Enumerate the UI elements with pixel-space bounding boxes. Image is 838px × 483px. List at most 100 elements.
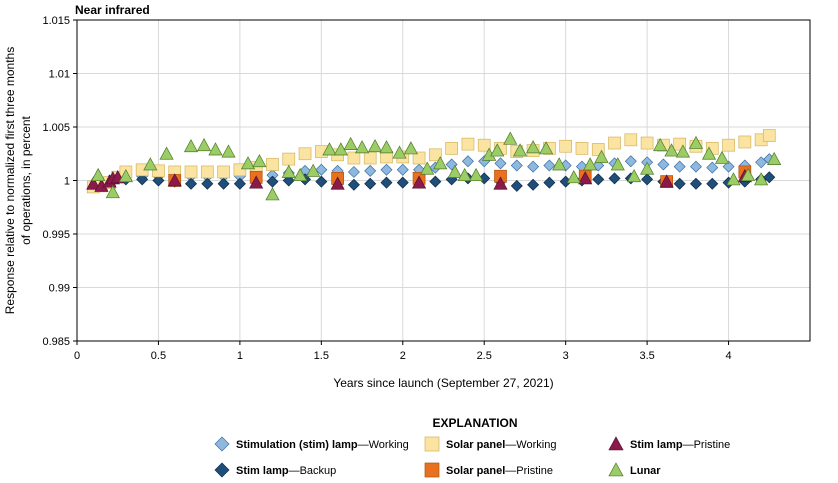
data-point-lunar xyxy=(490,143,505,157)
data-point-solar_working xyxy=(575,142,589,155)
legend-label-lunar: Lunar xyxy=(630,465,661,477)
y-tick-label: 1.015 xyxy=(42,15,70,27)
data-point-lunar xyxy=(503,131,518,145)
data-point-lunar xyxy=(433,156,448,170)
data-point-solar_working xyxy=(624,133,638,147)
data-point-lunar xyxy=(265,187,280,201)
x-tick-label: 0.5 xyxy=(151,350,166,362)
x-tick-label: 2.5 xyxy=(477,350,492,362)
data-point-stim_backup xyxy=(233,177,246,190)
data-point-lunar xyxy=(281,164,296,178)
legend: Stimulation (stim) lamp—Working Solar pan… xyxy=(214,436,730,478)
data-point-stim_backup xyxy=(347,178,360,191)
x-tick-label: 4 xyxy=(725,350,731,362)
data-point-lunar xyxy=(354,140,370,154)
data-point-lunar xyxy=(183,139,199,153)
data-point-stim_backup xyxy=(315,175,328,188)
series-stim_pristine xyxy=(86,168,752,192)
x-tick-label: 1 xyxy=(237,350,243,362)
data-point-solar_working xyxy=(217,165,230,179)
legend-marker-stim_backup xyxy=(214,462,230,478)
legend-item-stim_working: Stimulation (stim) lamp—Working xyxy=(214,436,409,452)
data-point-stim_backup xyxy=(763,171,776,184)
data-point-lunar xyxy=(457,167,472,182)
data-point-lunar xyxy=(714,150,730,164)
data-point-stim_backup xyxy=(364,177,377,190)
data-point-lunar xyxy=(583,157,598,171)
x-axis: 0 0.5 1 1.5 2 2.5 3 3.5 4 xyxy=(74,341,732,362)
data-point-lunar xyxy=(701,146,717,160)
y-axis: 0.985 0.99 0.995 1 1.005 1.01 1.015 xyxy=(42,15,77,348)
y-tick-label: 0.985 xyxy=(42,336,70,348)
data-point-lunar xyxy=(539,141,554,155)
data-point-lunar xyxy=(653,137,668,152)
legend-label-solar_working: Solar panel—Working xyxy=(446,439,556,451)
data-point-lunar xyxy=(196,137,212,152)
data-point-stim_working xyxy=(543,159,556,172)
data-point-stim_working xyxy=(689,160,702,173)
data-point-stim_pristine xyxy=(411,175,427,189)
data-point-stim_working xyxy=(706,161,719,174)
data-point-lunar xyxy=(512,143,528,157)
data-point-stim_backup xyxy=(527,178,540,191)
y-tick-label: 1.01 xyxy=(49,69,70,81)
data-point-stim_working xyxy=(510,159,523,172)
data-point-solar_working xyxy=(640,136,654,150)
data-point-lunar xyxy=(688,135,704,149)
series-lunar xyxy=(91,131,782,201)
data-point-solar_working xyxy=(266,158,279,171)
data-point-lunar xyxy=(664,143,679,157)
data-point-lunar xyxy=(566,170,581,184)
data-point-lunar xyxy=(626,168,642,183)
data-point-lunar xyxy=(322,142,337,156)
data-point-stim_backup xyxy=(608,172,621,185)
data-point-solar_working xyxy=(461,137,475,151)
data-point-solar_working xyxy=(608,136,621,150)
legend-label-stim_pristine: Stim lamp—Pristine xyxy=(630,439,730,451)
data-point-stim_pristine xyxy=(578,171,593,185)
legend-label-bold: Solar panel xyxy=(446,439,505,451)
legend-marker-solar_pristine xyxy=(424,462,440,478)
data-point-lunar xyxy=(252,154,267,168)
legend-label-suffix: —Pristine xyxy=(683,439,731,451)
data-point-lunar xyxy=(306,163,321,177)
data-point-solar_working xyxy=(363,151,377,165)
data-point-lunar xyxy=(367,139,383,153)
data-point-stim_backup xyxy=(266,175,279,188)
legend-label-bold: Stimulation (stim) lamp xyxy=(236,439,358,451)
legend-label-bold: Stim lamp xyxy=(630,439,683,451)
legend-label-bold: Lunar xyxy=(630,465,661,477)
legend-label-suffix: —Working xyxy=(358,439,409,451)
data-point-lunar xyxy=(208,142,223,156)
y-tick-label: 0.995 xyxy=(42,229,70,241)
data-point-lunar xyxy=(610,157,625,171)
x-tick-label: 3.5 xyxy=(639,350,654,362)
data-point-lunar xyxy=(343,136,358,150)
data-point-lunar xyxy=(293,167,308,182)
data-point-lunar xyxy=(159,146,174,160)
data-point-stim_pristine xyxy=(659,174,674,188)
data-point-stim_backup xyxy=(706,177,719,190)
data-point-lunar xyxy=(640,161,655,175)
data-point-lunar xyxy=(767,151,782,165)
data-point-lunar xyxy=(447,164,462,178)
data-point-stim_working xyxy=(673,160,686,173)
data-point-stim_backup xyxy=(592,173,605,186)
legend-marker-lunar xyxy=(608,462,624,477)
data-point-stim_working xyxy=(657,158,670,171)
legend-item-solar_working: Solar panel—Working xyxy=(424,436,556,452)
data-point-stim_backup xyxy=(201,177,214,190)
data-point-solar_working xyxy=(184,165,198,179)
data-point-solar_working xyxy=(738,135,752,149)
data-point-solar_working xyxy=(445,142,458,155)
x-axis-title: Years since launch (September 27, 2021) xyxy=(333,376,553,390)
y-axis-title-line-1: Response relative to normalized first th… xyxy=(3,47,17,314)
data-point-stim_working xyxy=(347,165,360,178)
data-point-stim_pristine xyxy=(493,176,508,190)
legend-label-suffix: —Working xyxy=(505,439,556,451)
data-point-lunar xyxy=(552,157,567,171)
legend-label-suffix: —Pristine xyxy=(505,465,553,477)
data-point-stim_backup xyxy=(396,176,409,189)
data-point-lunar xyxy=(594,149,609,163)
